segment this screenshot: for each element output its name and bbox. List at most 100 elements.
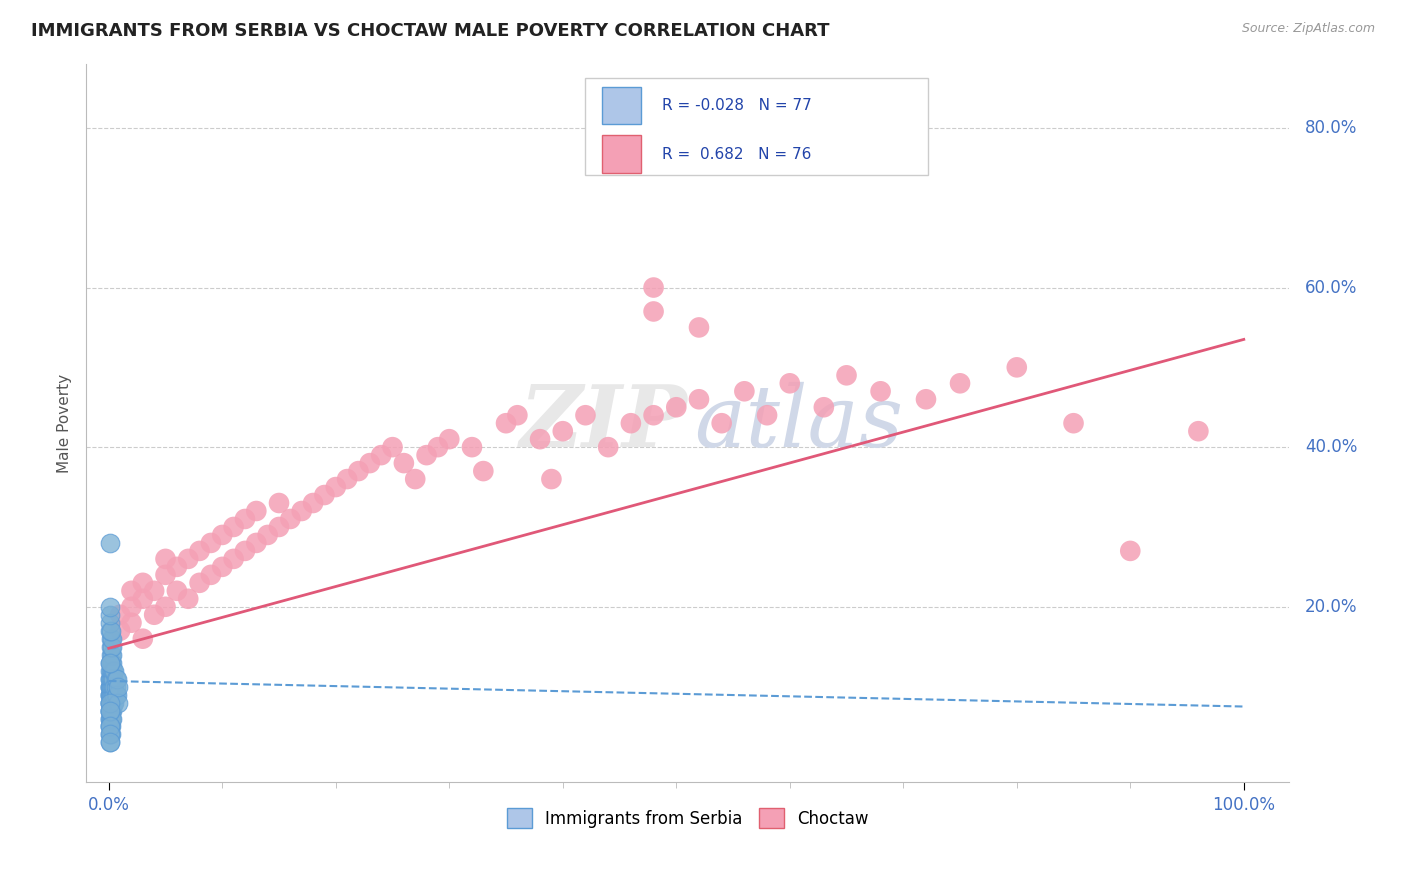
Point — [392, 456, 415, 470]
Point — [98, 727, 121, 741]
Point — [211, 559, 233, 574]
Point — [98, 688, 121, 702]
Point — [103, 696, 125, 710]
Point — [100, 696, 122, 710]
Point — [325, 480, 347, 494]
Point — [336, 472, 359, 486]
Point — [143, 607, 166, 622]
Point — [100, 688, 122, 702]
Point — [98, 719, 121, 733]
Text: ZIP: ZIP — [520, 382, 688, 465]
Point — [101, 688, 124, 702]
Point — [643, 304, 665, 318]
Point — [472, 464, 495, 478]
Point — [100, 664, 122, 678]
Point — [103, 696, 125, 710]
Point — [359, 456, 381, 470]
Point — [381, 440, 404, 454]
Point — [108, 607, 131, 622]
Point — [98, 656, 121, 670]
Point — [100, 680, 122, 694]
Point — [100, 632, 122, 646]
Point — [107, 680, 129, 694]
Point — [211, 528, 233, 542]
Point — [529, 432, 551, 446]
Point — [98, 696, 121, 710]
Point — [710, 416, 733, 430]
Text: R =  0.682   N = 76: R = 0.682 N = 76 — [662, 146, 811, 161]
Point — [461, 440, 484, 454]
Point — [98, 704, 121, 718]
Point — [1063, 416, 1085, 430]
Point — [101, 711, 124, 725]
Point — [188, 575, 211, 590]
Text: 80.0%: 80.0% — [1305, 119, 1357, 136]
Point — [370, 448, 392, 462]
Point — [643, 280, 665, 294]
Point — [104, 688, 127, 702]
Point — [98, 656, 121, 670]
Point — [302, 496, 325, 510]
Point — [100, 648, 122, 662]
Point — [222, 552, 245, 566]
Point — [98, 672, 121, 686]
Point — [415, 448, 437, 462]
Point — [267, 496, 290, 510]
Point — [121, 599, 143, 614]
Point — [280, 512, 302, 526]
Point — [100, 624, 122, 638]
Point — [100, 672, 122, 686]
Point — [98, 711, 121, 725]
Legend: Immigrants from Serbia, Choctaw: Immigrants from Serbia, Choctaw — [501, 801, 876, 835]
Point — [103, 664, 125, 678]
Point — [155, 599, 177, 614]
Y-axis label: Male Poverty: Male Poverty — [58, 374, 72, 473]
Point — [426, 440, 449, 454]
Point — [98, 735, 121, 749]
Point — [643, 408, 665, 422]
Point — [100, 711, 122, 725]
Point — [100, 711, 122, 725]
Point — [869, 384, 891, 399]
Point — [100, 688, 122, 702]
Point — [98, 719, 121, 733]
Point — [107, 696, 129, 710]
Point — [835, 368, 858, 383]
Point — [143, 583, 166, 598]
Point — [98, 664, 121, 678]
Point — [98, 704, 121, 718]
Point — [291, 504, 314, 518]
Point — [222, 520, 245, 534]
Point — [233, 544, 256, 558]
Point — [813, 401, 835, 415]
Point — [100, 727, 122, 741]
Point — [200, 567, 222, 582]
Point — [101, 648, 124, 662]
Point — [100, 656, 122, 670]
Point — [540, 472, 562, 486]
Point — [98, 711, 121, 725]
Point — [98, 607, 121, 622]
Point — [1187, 424, 1209, 438]
Point — [98, 688, 121, 702]
Point — [1005, 360, 1028, 375]
Point — [100, 704, 122, 718]
Point — [155, 552, 177, 566]
Point — [98, 680, 121, 694]
Point — [101, 680, 124, 694]
Point — [98, 727, 121, 741]
Point — [105, 672, 128, 686]
Point — [98, 704, 121, 718]
FancyBboxPatch shape — [585, 78, 928, 176]
Point — [256, 528, 278, 542]
Point — [200, 536, 222, 550]
Point — [779, 376, 801, 391]
Text: 20.0%: 20.0% — [1305, 598, 1357, 615]
Point — [233, 512, 256, 526]
Point — [733, 384, 755, 399]
Point — [101, 640, 124, 654]
Point — [98, 536, 121, 550]
Point — [551, 424, 574, 438]
Point — [688, 320, 710, 334]
Point — [98, 680, 121, 694]
